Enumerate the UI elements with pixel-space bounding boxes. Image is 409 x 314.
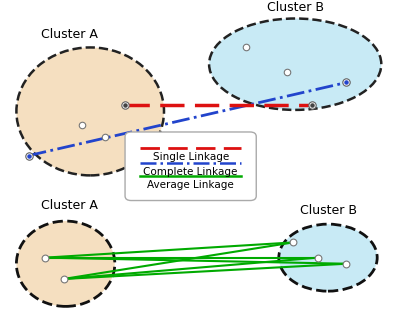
Point bbox=[25, 153, 32, 158]
Text: Single Linkage: Single Linkage bbox=[152, 152, 228, 162]
Point bbox=[25, 153, 32, 158]
Text: Complete Linkage: Complete Linkage bbox=[143, 167, 237, 177]
Point bbox=[342, 80, 349, 85]
Point bbox=[121, 103, 128, 108]
Ellipse shape bbox=[278, 224, 376, 291]
Point bbox=[121, 103, 128, 108]
Point bbox=[314, 255, 320, 260]
Text: Cluster B: Cluster B bbox=[299, 203, 356, 217]
Point bbox=[289, 240, 296, 245]
Point bbox=[342, 261, 349, 266]
Ellipse shape bbox=[16, 47, 164, 176]
Text: Cluster B: Cluster B bbox=[266, 1, 323, 14]
Point bbox=[342, 80, 349, 85]
Point bbox=[342, 80, 349, 85]
FancyBboxPatch shape bbox=[125, 132, 256, 201]
Point bbox=[308, 103, 314, 108]
Point bbox=[308, 103, 314, 108]
Text: Cluster A: Cluster A bbox=[41, 28, 98, 41]
Point bbox=[242, 45, 249, 50]
Ellipse shape bbox=[209, 19, 380, 110]
Point bbox=[101, 135, 108, 140]
Point bbox=[25, 153, 32, 158]
Point bbox=[60, 276, 67, 281]
Point bbox=[42, 255, 48, 260]
Text: Cluster A: Cluster A bbox=[41, 199, 98, 212]
Text: Average Linkage: Average Linkage bbox=[147, 181, 234, 190]
Point bbox=[79, 123, 85, 128]
Point bbox=[283, 69, 290, 74]
Point bbox=[121, 103, 128, 108]
Point bbox=[308, 103, 314, 108]
Ellipse shape bbox=[16, 221, 115, 306]
